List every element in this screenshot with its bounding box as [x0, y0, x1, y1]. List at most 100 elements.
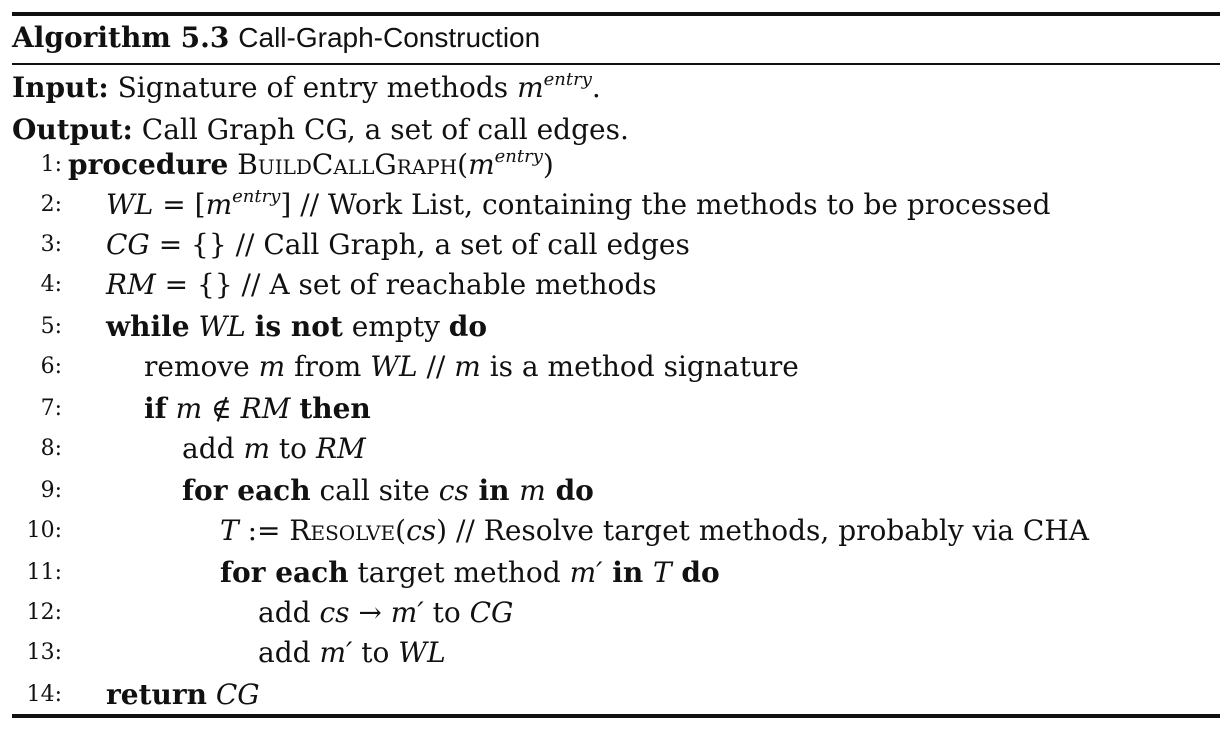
- var: CG: [106, 228, 150, 261]
- comment: // A set of reachable methods: [232, 268, 657, 301]
- line-number: 3:: [40, 232, 62, 257]
- line-number: 9:: [40, 478, 62, 503]
- var: cs → m′: [319, 596, 424, 629]
- op: = {}: [155, 268, 233, 301]
- var: cs: [438, 474, 469, 507]
- keyword: do: [671, 556, 720, 589]
- var: WL: [398, 636, 446, 669]
- code-line-13: add m′ to WL: [258, 636, 446, 669]
- var: m: [454, 350, 481, 383]
- code-line-10: T := Resolve(cs) // Resolve target metho…: [220, 514, 1089, 547]
- caption-name: Call-Graph-Construction: [238, 22, 541, 53]
- keyword: is not: [254, 310, 343, 343]
- comment: // Work List, containing the methods to …: [291, 188, 1051, 221]
- text: add: [182, 432, 244, 465]
- var: m′: [569, 556, 603, 589]
- text: call site: [310, 474, 439, 507]
- input-text: Signature of entry methods: [117, 71, 509, 104]
- text: to: [423, 596, 470, 629]
- line-number: 11:: [26, 560, 62, 585]
- keyword: return: [106, 678, 207, 711]
- var: WL: [189, 310, 255, 343]
- keyword: procedure: [68, 148, 229, 181]
- input-line: Input: Signature of entry methods mentry…: [12, 68, 601, 108]
- comment: is a method signature: [480, 350, 799, 383]
- line-number: 4:: [40, 272, 62, 297]
- input-var: m: [517, 71, 544, 104]
- text: remove: [144, 350, 259, 383]
- var: m: [205, 188, 233, 221]
- comment: // Call Graph, a set of call edges: [226, 228, 690, 261]
- text: add: [258, 636, 320, 669]
- var: T: [220, 514, 239, 547]
- keyword: then: [299, 392, 371, 425]
- code-line-8: add m to RM: [182, 432, 366, 465]
- var: RM: [106, 268, 156, 301]
- var: CG: [469, 596, 514, 629]
- sup: entry: [494, 146, 543, 167]
- code-line-1: procedure BuildCallGraph(mentry): [68, 146, 554, 182]
- algorithm-caption: Algorithm 5.3 Call-Graph-Construction: [12, 18, 540, 58]
- paren: ): [436, 514, 448, 547]
- code-line-5: while WL is not empty do: [106, 310, 487, 343]
- keyword: do: [545, 474, 594, 507]
- keyword: do: [448, 310, 488, 343]
- keyword: for each: [182, 474, 311, 507]
- var: m: [243, 432, 271, 465]
- var: m: [519, 474, 546, 507]
- line-number: 14:: [26, 682, 62, 707]
- line-number: 6:: [40, 354, 62, 379]
- keyword: for each: [220, 556, 349, 589]
- caption-label: Algorithm 5.3: [12, 21, 230, 54]
- var: CG: [206, 678, 260, 711]
- paren: (: [457, 148, 469, 181]
- comment: // Resolve target methods, probably via …: [447, 514, 1089, 547]
- op: :=: [238, 514, 290, 547]
- bottom-rule: [12, 714, 1220, 718]
- var: m: [258, 350, 286, 383]
- code-line-9: for each call site cs in m do: [182, 474, 594, 507]
- op: = [: [153, 188, 206, 221]
- text: from: [285, 350, 371, 383]
- code-line-3: CG = {} // Call Graph, a set of call edg…: [106, 228, 690, 261]
- text: target method: [348, 556, 570, 589]
- line-number: 10:: [26, 518, 62, 543]
- line-number: 13:: [26, 640, 62, 665]
- keyword: in: [468, 474, 520, 507]
- code-line-11: for each target method m′ in T do: [220, 556, 720, 589]
- function-name: BuildCallGraph: [237, 148, 458, 181]
- keyword: in: [602, 556, 653, 589]
- input-label: Input:: [12, 71, 109, 104]
- paren: (: [395, 514, 407, 547]
- var: m ∉ RM: [166, 392, 300, 425]
- top-rule: [12, 12, 1220, 16]
- text: to: [352, 636, 399, 669]
- input-sup: entry: [543, 69, 592, 90]
- line-number: 2:: [40, 192, 62, 217]
- comment: //: [417, 350, 455, 383]
- input-end: .: [591, 71, 601, 104]
- code-line-6: remove m from WL // m is a method signat…: [144, 350, 799, 383]
- keyword: if: [144, 392, 167, 425]
- keyword: while: [106, 310, 190, 343]
- var: RM: [315, 432, 366, 465]
- var: m′: [319, 636, 353, 669]
- var: T: [652, 556, 672, 589]
- line-number: 12:: [26, 600, 62, 625]
- op: = {}: [149, 228, 227, 261]
- code-line-2: WL = [mentry] // Work List, containing t…: [106, 188, 1051, 222]
- line-number: 7:: [40, 396, 62, 421]
- output-text: Call Graph CG, a set of call edges.: [141, 113, 629, 146]
- caption-rule: [12, 63, 1220, 65]
- code-line-12: add cs → m′ to CG: [258, 596, 513, 629]
- text: empty: [342, 310, 449, 343]
- op: ]: [280, 188, 292, 221]
- var: m: [468, 148, 495, 181]
- function-name: Resolve: [289, 514, 396, 547]
- line-number: 5:: [40, 314, 62, 339]
- paren: ): [542, 148, 554, 181]
- algorithm-box: Algorithm 5.3 Call-Graph-Construction In…: [12, 12, 1220, 720]
- var: WL: [370, 350, 418, 383]
- output-line: Output: Call Graph CG, a set of call edg…: [12, 110, 629, 150]
- line-number: 1:: [40, 152, 62, 177]
